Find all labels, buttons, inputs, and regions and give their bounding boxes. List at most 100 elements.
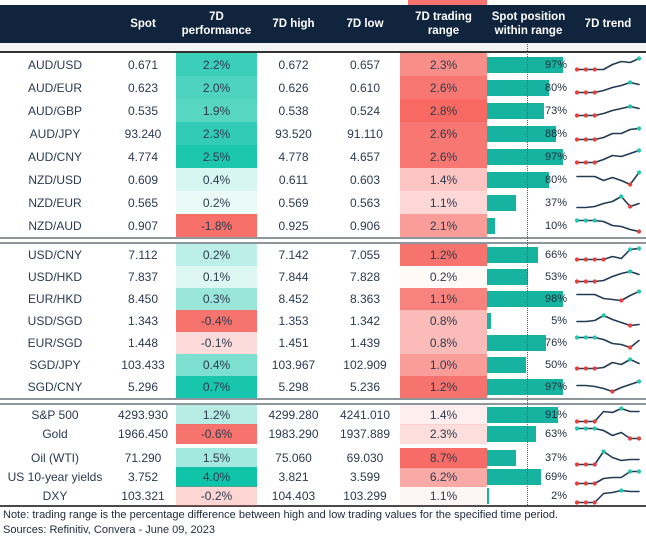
trend-cell bbox=[570, 53, 646, 76]
low-dot bbox=[592, 136, 597, 142]
high-value: 0.611 bbox=[278, 172, 309, 187]
asset-label: US 10-year yields bbox=[7, 470, 103, 484]
low-value: 1.342 bbox=[349, 314, 381, 328]
high-dot bbox=[574, 217, 580, 223]
trend-cell bbox=[570, 145, 646, 168]
high-dot bbox=[619, 406, 624, 411]
trading-range-value: 1.1% bbox=[400, 486, 487, 506]
low-dot bbox=[583, 366, 588, 371]
high-dot bbox=[636, 169, 642, 175]
table-row: DXY 103.321 -0.2% 104.403 103.299 1.1% 2% bbox=[0, 486, 646, 506]
asset-label: EUR/HKD bbox=[27, 292, 82, 306]
low-value: 4.657 bbox=[349, 149, 381, 164]
low-value: 5.236 bbox=[349, 380, 381, 394]
table-row: SGD/JPY 103.433 0.4% 103.967 102.909 1.0% 50% bbox=[0, 354, 646, 376]
low-dot bbox=[574, 89, 580, 95]
trading-range-value: 2.6% bbox=[400, 145, 487, 168]
spot-value: 0.535 bbox=[127, 103, 159, 118]
high-dot bbox=[601, 449, 606, 454]
header-7d-high: 7D high bbox=[272, 17, 315, 30]
high-value: 3.821 bbox=[278, 470, 309, 484]
high-dot bbox=[636, 147, 642, 153]
spot-position-bar bbox=[487, 379, 563, 395]
high-value: 4.778 bbox=[278, 149, 309, 164]
spot-value: 4293.930 bbox=[117, 408, 169, 422]
low-dot bbox=[610, 389, 615, 394]
sparkline-7d-trend bbox=[574, 103, 640, 118]
spot-position-cell: 50% bbox=[487, 354, 570, 376]
low-value: 0.524 bbox=[349, 103, 381, 118]
low-dot bbox=[628, 323, 633, 328]
spot-value: 1966.450 bbox=[117, 427, 169, 441]
sparkline-7d-trend bbox=[574, 469, 642, 486]
table-row: USD/HKD 7.837 0.1% 7.844 7.828 0.2% 53% bbox=[0, 266, 646, 288]
low-dot bbox=[574, 500, 580, 505]
asset-label: AUD/EUR bbox=[27, 80, 82, 95]
table-row: SGD/CNY 5.296 0.7% 5.298 5.236 1.2% 97% bbox=[0, 376, 646, 398]
spot-value: 1.448 bbox=[127, 336, 159, 350]
performance-value: 0.1% bbox=[176, 266, 257, 288]
spot-position-cell: 37% bbox=[487, 448, 570, 468]
spot-position-bar bbox=[487, 469, 541, 485]
high-dot bbox=[601, 313, 606, 318]
spot-position-cell: 53% bbox=[487, 266, 570, 288]
spot-value: 103.321 bbox=[121, 489, 165, 503]
footer: Note: trading range is the percentage di… bbox=[3, 508, 643, 538]
high-dot bbox=[574, 426, 580, 431]
trend-cell bbox=[570, 448, 646, 468]
sparkline-7d-trend bbox=[574, 269, 640, 284]
trading-range-value: 2.6% bbox=[400, 122, 487, 145]
high-dot bbox=[592, 217, 597, 223]
spot-position-bar bbox=[487, 335, 547, 351]
table-row: NZD/EUR 0.565 0.2% 0.569 0.563 1.1% 37% bbox=[0, 191, 646, 214]
asset-label: AUD/JPY bbox=[29, 126, 81, 141]
spot-position-label: 63% bbox=[544, 428, 567, 440]
spot-position-label: 97% bbox=[544, 58, 567, 71]
high-dot bbox=[628, 469, 633, 474]
low-dot bbox=[592, 112, 597, 118]
performance-value: -0.2% bbox=[176, 486, 257, 506]
cropped-red-cell-strip bbox=[408, 0, 487, 5]
high-dot bbox=[636, 246, 642, 251]
performance-value: 2.2% bbox=[176, 53, 257, 76]
spot-position-bar bbox=[487, 56, 563, 73]
high-value: 75.060 bbox=[275, 451, 312, 465]
low-value: 69.030 bbox=[346, 451, 384, 465]
spot-position-cell: 97% bbox=[487, 145, 570, 168]
performance-value: 0.4% bbox=[176, 354, 257, 376]
low-dot bbox=[583, 279, 588, 284]
low-dot bbox=[592, 366, 597, 371]
high-dot bbox=[592, 426, 597, 431]
table-row: AUD/JPY 93.240 2.3% 93.520 91.110 2.6% 88% bbox=[0, 122, 646, 145]
high-dot bbox=[636, 469, 642, 474]
performance-value: 1.5% bbox=[176, 448, 257, 468]
table-row: AUD/EUR 0.623 2.0% 0.626 0.610 2.6% 80% bbox=[0, 76, 646, 99]
high-dot bbox=[628, 269, 633, 274]
spot-position-label: 37% bbox=[544, 452, 567, 464]
performance-value: 2.0% bbox=[176, 76, 257, 99]
high-value: 8.452 bbox=[278, 292, 309, 306]
high-value: 5.298 bbox=[278, 380, 309, 394]
spot-position-bar bbox=[487, 450, 516, 466]
spot-value: 0.907 bbox=[127, 218, 159, 233]
performance-value: -0.6% bbox=[176, 424, 257, 444]
high-value: 1.451 bbox=[278, 336, 309, 350]
spot-position-label: 97% bbox=[544, 150, 567, 163]
spot-position-label: 10% bbox=[544, 219, 567, 232]
spot-position-bar bbox=[487, 247, 539, 263]
spot-position-cell: 2% bbox=[487, 486, 570, 506]
low-value: 1937.889 bbox=[339, 427, 391, 441]
high-dot bbox=[619, 193, 624, 199]
high-dot bbox=[592, 335, 597, 340]
spot-value: 8.450 bbox=[127, 292, 159, 306]
table-row: EUR/HKD 8.450 0.3% 8.452 8.363 1.1% 98% bbox=[0, 288, 646, 310]
trend-cell bbox=[570, 467, 646, 487]
spot-position-cell: 97% bbox=[487, 53, 570, 76]
spot-position-label: 50% bbox=[544, 359, 567, 371]
table-row: AUD/GBP 0.535 1.9% 0.538 0.524 2.8% 73% bbox=[0, 99, 646, 122]
spot-position-cell: 10% bbox=[487, 214, 570, 237]
trading-range-value: 0.8% bbox=[400, 310, 487, 332]
header-7d-performance: 7D performance bbox=[181, 10, 252, 37]
trading-range-value: 2.1% bbox=[400, 214, 487, 237]
trend-cell bbox=[570, 332, 646, 354]
